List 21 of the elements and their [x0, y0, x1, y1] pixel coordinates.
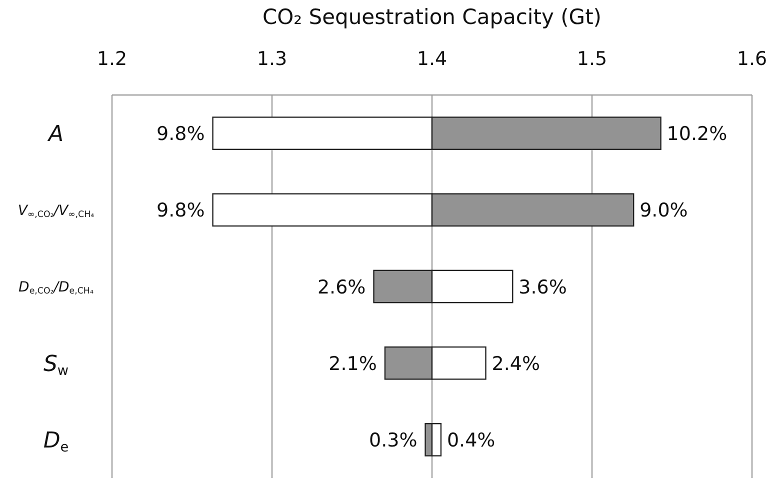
annotation: 2.1% — [328, 352, 377, 375]
y-tick-label: V$_{∞,CO₂}$/V$_{∞,CH₄}$ — [18, 202, 95, 220]
y-tick-label: A — [46, 122, 64, 148]
x-tick-label: 1.4 — [416, 48, 448, 70]
annotation: 0.4% — [446, 430, 496, 452]
x-tick-label: 1.2 — [96, 48, 128, 70]
x-tick-label: 1.6 — [736, 48, 768, 70]
annotation: 0.3% — [369, 430, 418, 452]
annotation: 2.6% — [317, 276, 366, 298]
annotation: 2.4% — [492, 352, 540, 375]
x-tick-label: 1.5 — [576, 48, 608, 70]
chart-title: CO₂ Sequestration Capacity (Gt) — [262, 5, 602, 29]
annotation: 9.8% — [156, 123, 205, 146]
annotation: 9.0% — [640, 200, 688, 222]
y-tick-label: D$_{e}$ — [43, 428, 69, 456]
annotation: 10.2% — [666, 123, 728, 146]
annotation: 9.8% — [156, 200, 205, 222]
y-tick-label: S$_{w}$ — [43, 352, 69, 379]
annotation: 3.6% — [518, 276, 567, 298]
y-tick-label: D$_{e,CO₂}$/D$_{e,CH₄}$ — [18, 280, 94, 297]
x-tick-label: 1.3 — [256, 48, 288, 70]
